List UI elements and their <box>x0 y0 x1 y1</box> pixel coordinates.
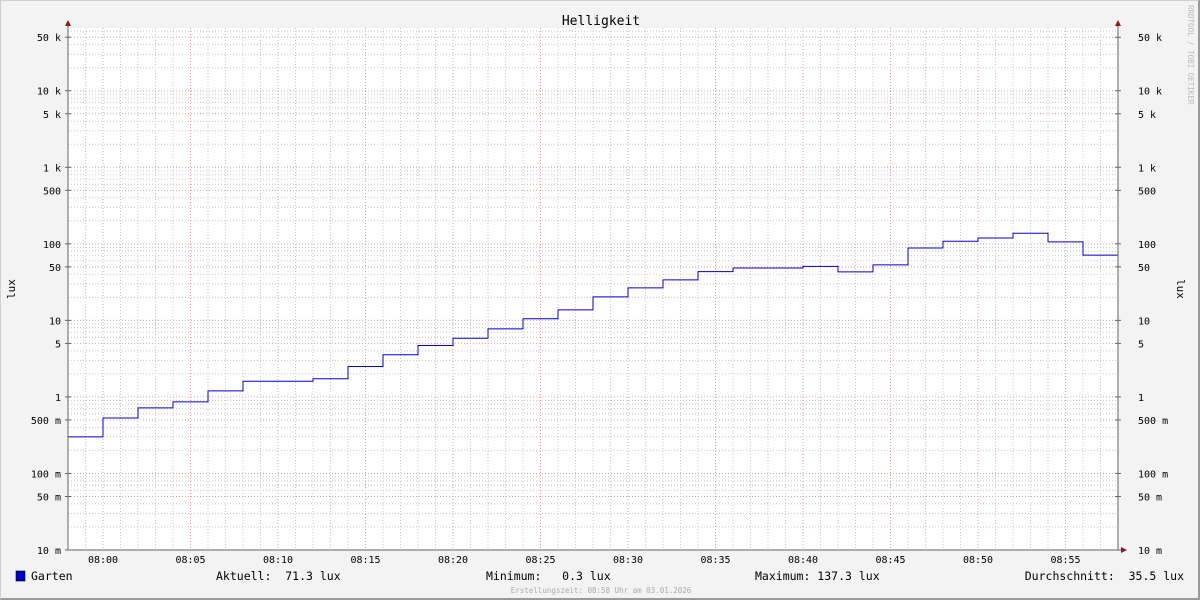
y-tick-label-left: 50 k <box>37 33 61 44</box>
series-garten <box>68 232 1118 438</box>
axes <box>65 20 1127 553</box>
x-tick-label: 08:30 <box>613 555 643 566</box>
y-tick-label-right: 500 m <box>1138 416 1168 427</box>
y-tick-label-right: 10 m <box>1138 546 1162 557</box>
legend-series-name: Garten <box>31 569 73 583</box>
x-tick-label: 08:55 <box>1050 555 1080 566</box>
x-tick-label: 08:40 <box>788 555 818 566</box>
y-tick-label-right: 500 <box>1138 186 1156 197</box>
legend-current: Aktuell: 71.3 lux <box>216 569 341 583</box>
y-tick-label-right: 100 <box>1138 240 1156 251</box>
y-tick-label-left: 100 m <box>31 469 61 480</box>
y-tick-label-right: 1 <box>1138 393 1144 404</box>
y-tick-label-right: 10 k <box>1138 87 1162 98</box>
x-tick-label: 08:10 <box>263 555 293 566</box>
y-tick-label-left: 50 <box>49 263 61 274</box>
y-tick-label-left: 100 <box>43 240 61 251</box>
y-tick-label-left: 5 k <box>43 110 61 121</box>
y-axis-label-right: lux <box>1174 279 1187 299</box>
legend-average: Durchschnitt: 35.5 lux <box>1025 569 1184 583</box>
y-tick-labels: 10 m 10 m 50 m 50 m 100 m 100 m 500 m 500 m 1 1 5 5… <box>31 33 1168 557</box>
x-axis-arrow <box>1121 547 1127 553</box>
x-tick-label: 08:00 <box>88 555 118 566</box>
y-tick-label-right: 50 m <box>1138 492 1162 503</box>
y-axis-arrow-right <box>1115 20 1121 26</box>
y-tick-label-left: 10 <box>49 316 61 327</box>
y-axis-label-left: lux <box>5 279 18 299</box>
grid <box>67 28 1119 551</box>
y-tick-label-left: 500 <box>43 186 61 197</box>
x-tick-label: 08:50 <box>963 555 993 566</box>
x-tick-labels: 08:00 08:05 08:10 08:15 08:20 08:25 08:30 08:35… <box>88 555 1081 566</box>
x-tick-label: 08:35 <box>700 555 730 566</box>
y-tick-label-left: 50 m <box>37 492 61 503</box>
y-tick-label-right: 10 <box>1138 316 1150 327</box>
y-tick-label-right: 100 m <box>1138 469 1168 480</box>
y-tick-label-right: 5 k <box>1138 110 1156 121</box>
y-tick-label-right: 5 <box>1138 339 1144 350</box>
x-tick-label: 08:25 <box>525 555 555 566</box>
y-tick-label-left: 10 k <box>37 87 61 98</box>
y-tick-label-left: 5 <box>55 339 61 350</box>
y-tick-label-right: 50 k <box>1138 33 1162 44</box>
x-tick-label: 08:20 <box>438 555 468 566</box>
chart-title: Helligkeit <box>562 14 640 29</box>
series-line <box>68 232 1118 438</box>
y-tick-label-left: 1 k <box>43 163 61 174</box>
rrdtool-watermark: RRDTOOL / TOBI OETIKER <box>1186 5 1195 105</box>
y-tick-label-right: 1 k <box>1138 163 1156 174</box>
y-tick-label-right: 50 <box>1138 263 1150 274</box>
legend-maximum: Maximum: 137.3 lux <box>755 569 880 583</box>
y-tick-label-left: 10 m <box>37 546 61 557</box>
y-tick-label-left: 500 m <box>31 416 61 427</box>
x-tick-label: 08:05 <box>175 555 205 566</box>
x-tick-label: 08:45 <box>875 555 905 566</box>
y-tick-label-left: 1 <box>55 393 61 404</box>
footer-timestamp: Erstellungszeit: 08:58 Uhr am 03.01.2026 <box>511 586 692 595</box>
x-tick-label: 08:15 <box>350 555 380 566</box>
y-axis-arrow-left <box>65 20 71 26</box>
legend-swatch-garten <box>15 570 26 582</box>
legend-minimum: Minimum: 0.3 lux <box>486 569 611 583</box>
